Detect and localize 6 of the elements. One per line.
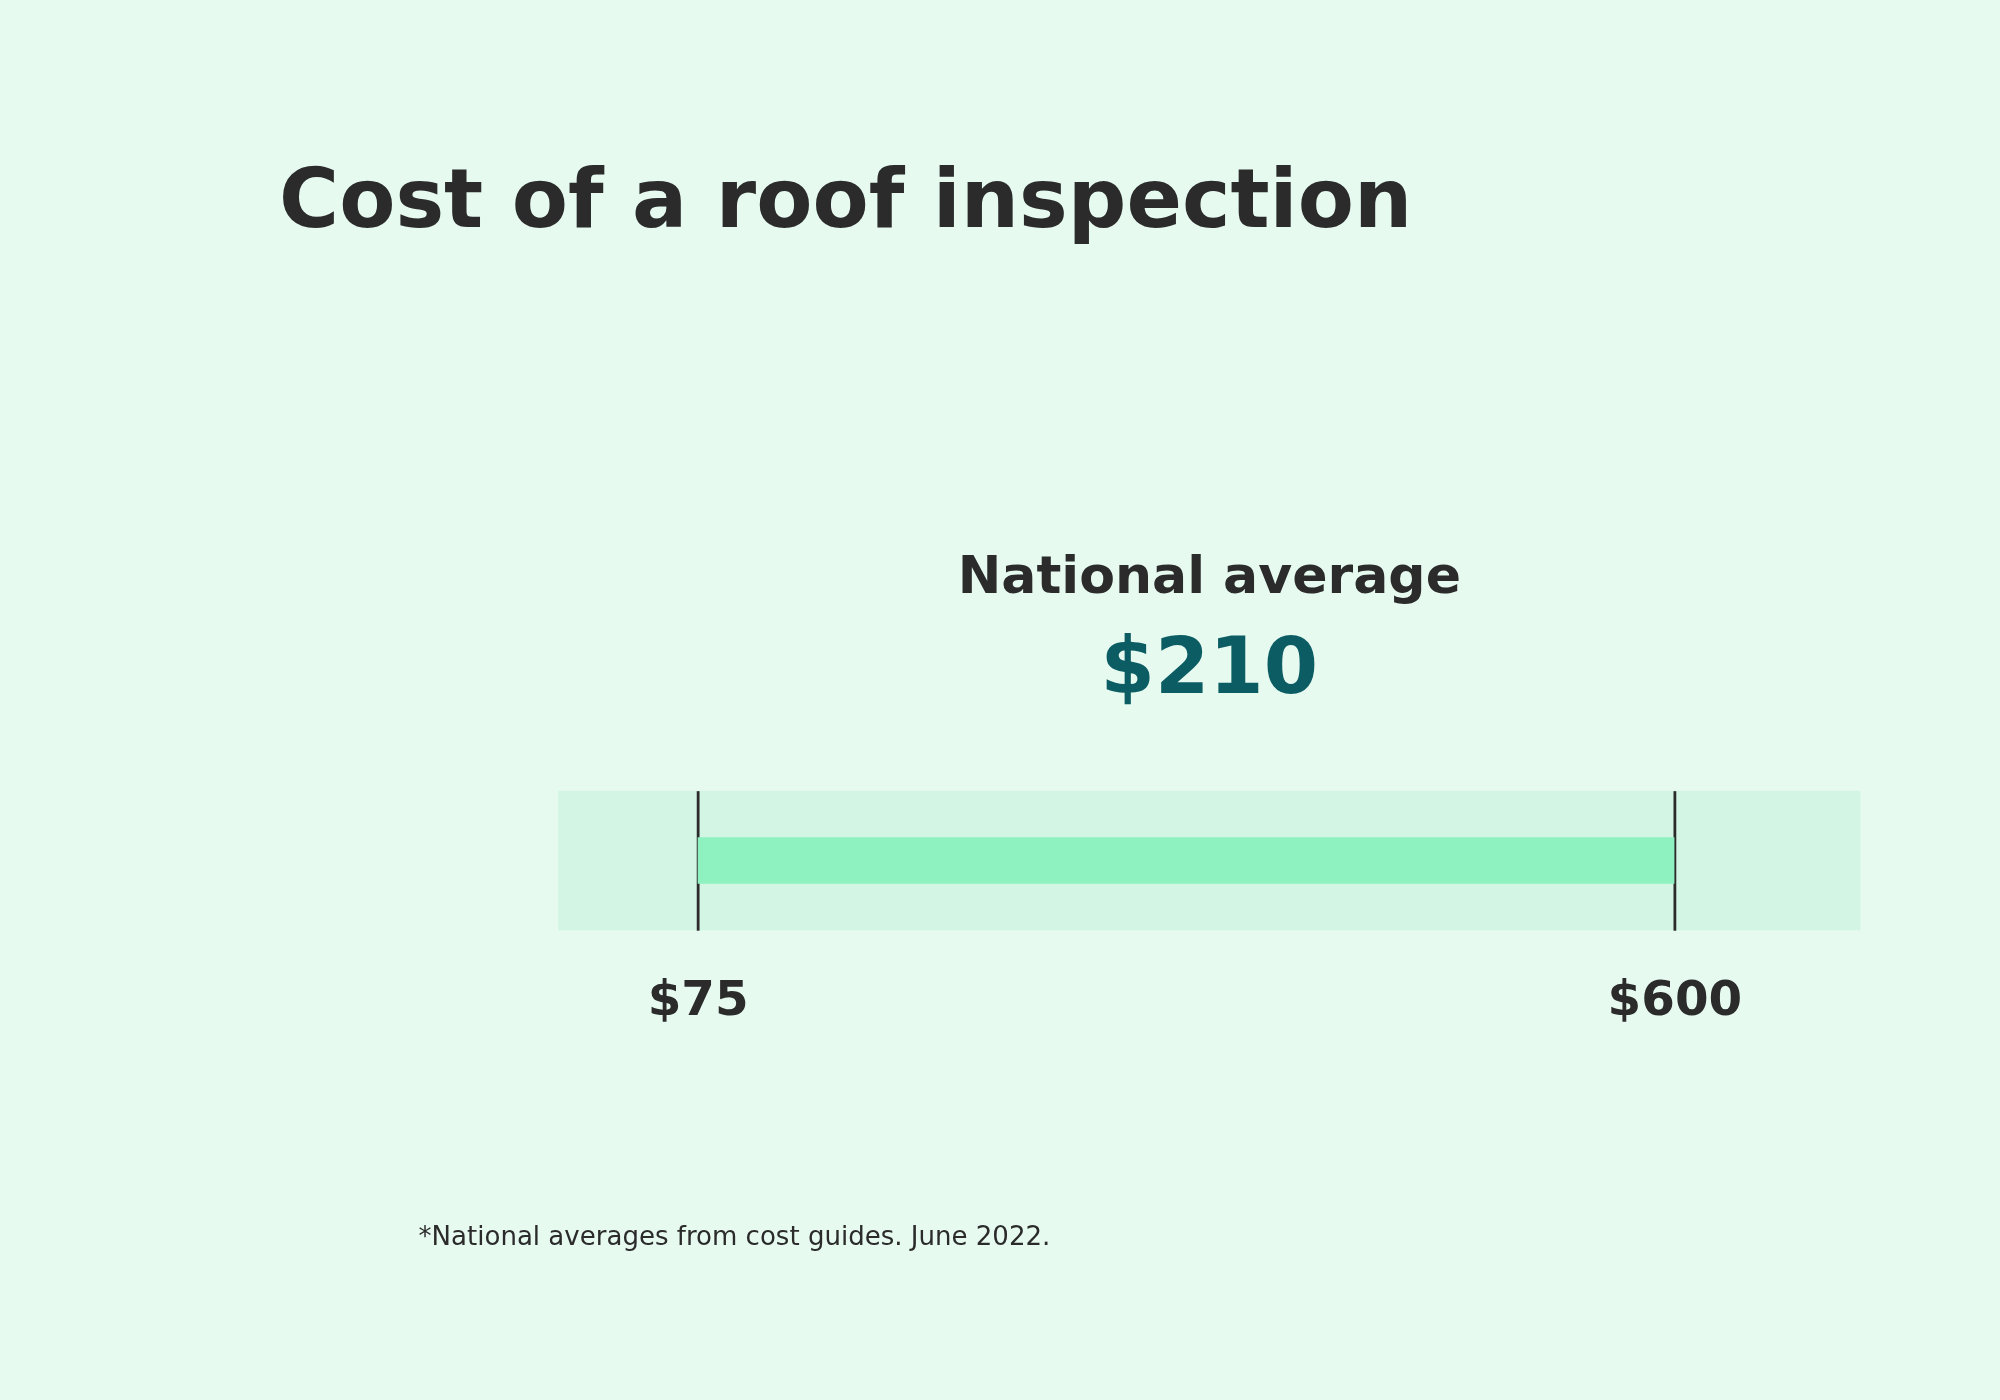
x-tick-label: $600 (1607, 970, 1743, 1027)
text: National average (957, 544, 1461, 605)
text: $210 (1100, 620, 1319, 712)
chart-title: Cost of a roof inspection (279, 150, 1413, 246)
text: *National averages from cost guides. June 2022. (418, 1220, 1051, 1251)
x-tick-label: $75 (647, 970, 749, 1027)
